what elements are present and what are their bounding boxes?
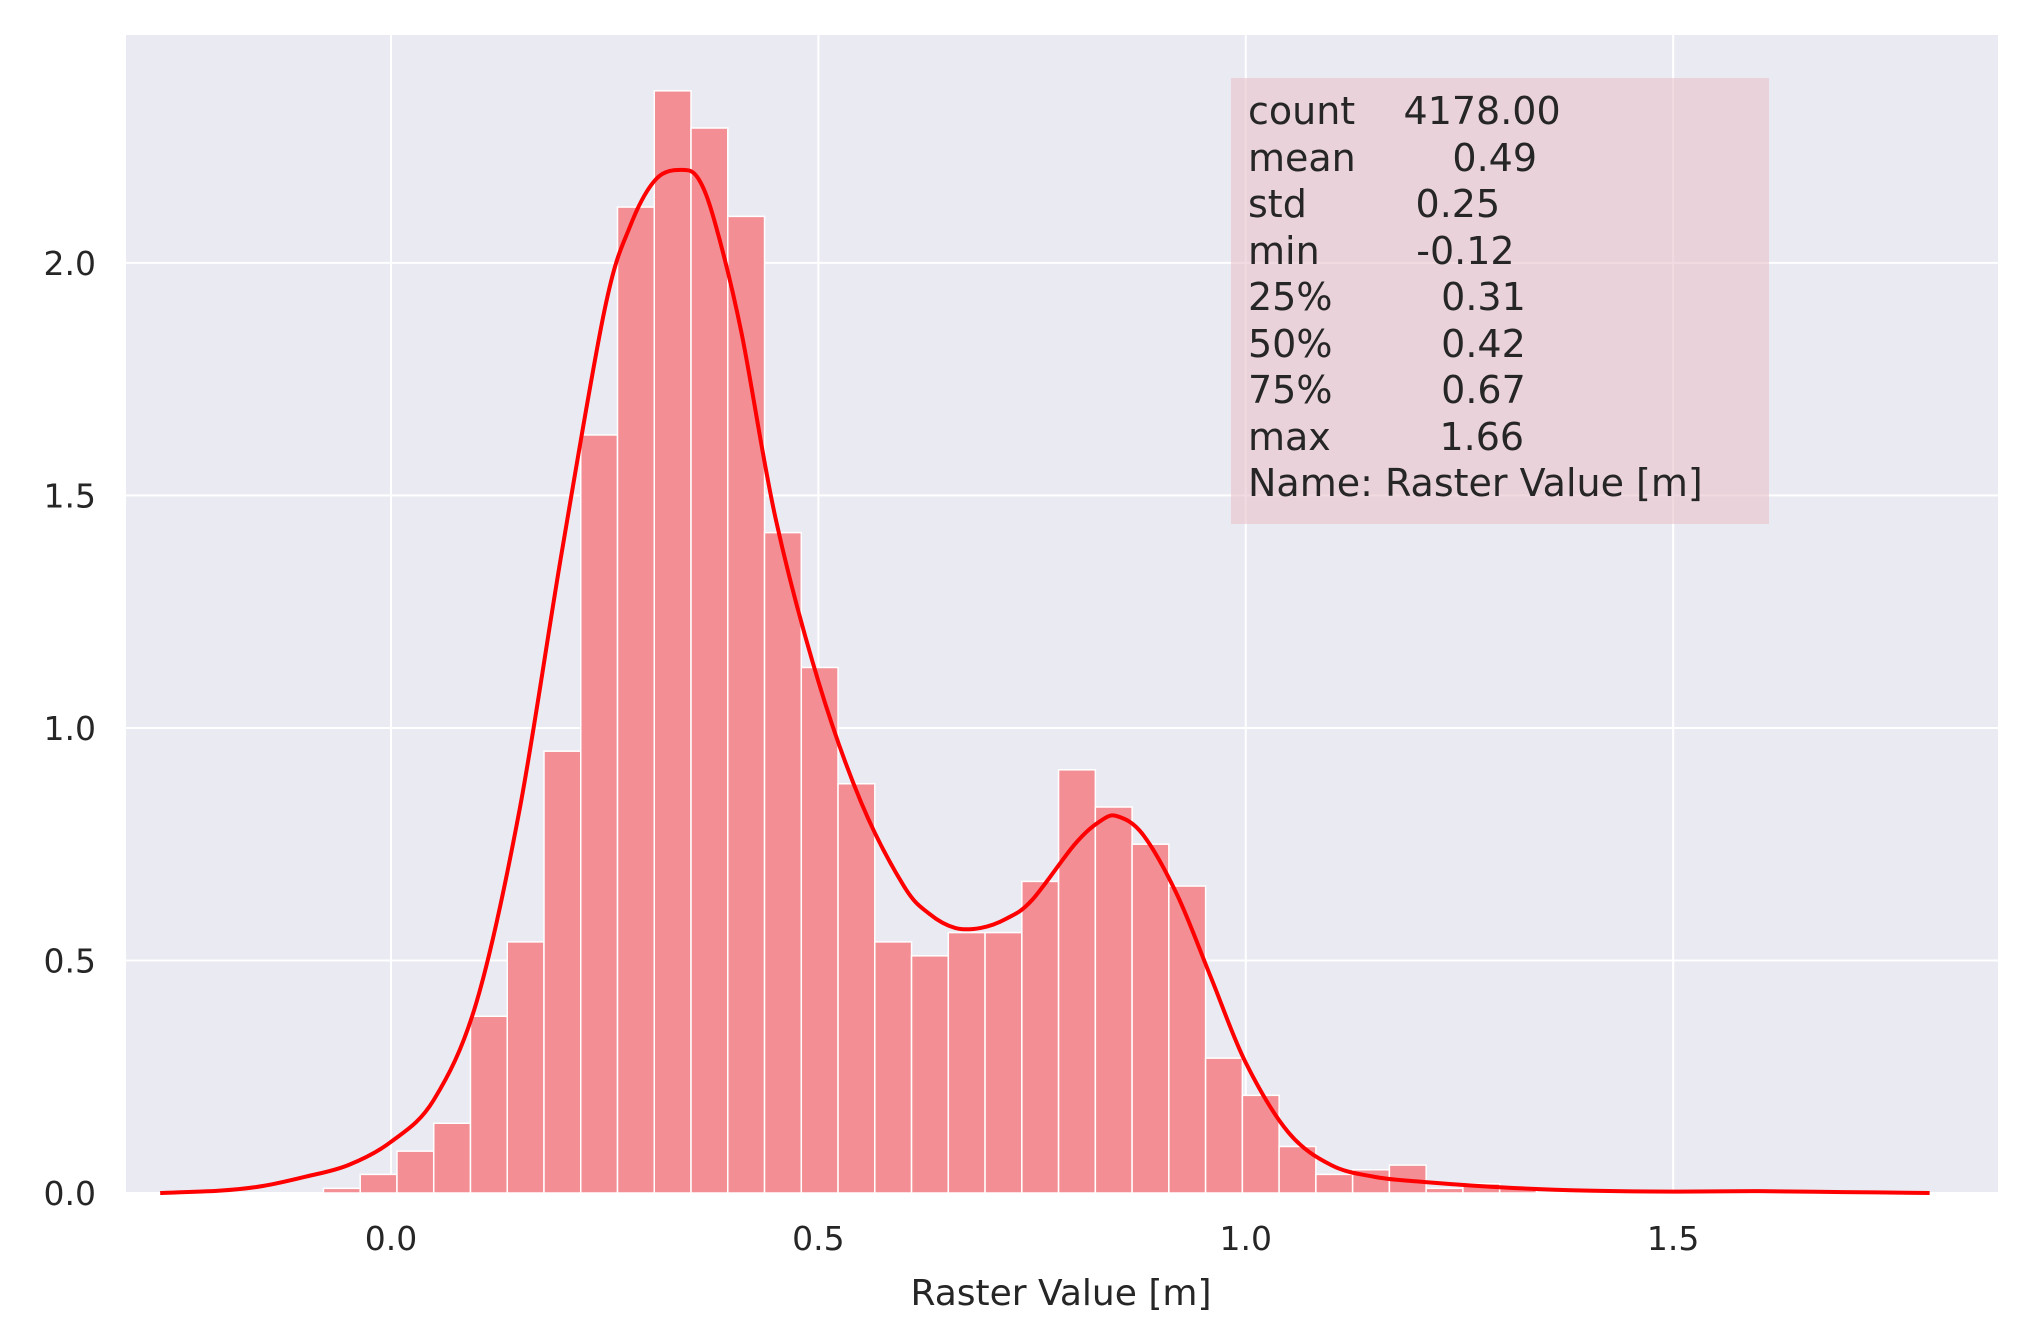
histogram-bar (580, 434, 619, 1194)
histogram-bar (432, 1122, 472, 1194)
histogram-bar (616, 206, 656, 1194)
histogram-bar (727, 215, 766, 1194)
histogram-bar (322, 1187, 361, 1194)
histogram-bar (543, 750, 582, 1194)
summary-stat-line: max 1.66 (1248, 414, 1525, 459)
histogram-bar (396, 1150, 435, 1194)
summary-stat-line: mean 0.49 (1248, 135, 1538, 180)
summary-stat-line: 50% 0.42 (1248, 321, 1526, 366)
histogram-bar (1168, 885, 1207, 1194)
y-tick-label: 1.5 (44, 476, 96, 515)
histogram-bar (1057, 769, 1097, 1194)
histogram-bar (1425, 1187, 1464, 1194)
y-tick-label: 2.0 (44, 244, 96, 283)
y-tick-label: 1.0 (44, 709, 96, 748)
histogram-bar (469, 1015, 508, 1194)
histogram-bar (359, 1173, 398, 1194)
histogram-bar (506, 941, 545, 1194)
x-tick-label: 1.5 (1647, 1219, 1699, 1258)
summary-stat-line: min -0.12 (1248, 228, 1515, 273)
histogram-bar (910, 955, 950, 1194)
summary-stat-line: std 0.25 (1248, 182, 1501, 226)
summary-stat-line: count 4178.00 (1248, 89, 1561, 133)
summary-stat-line: Name: Raster Value [m] (1248, 461, 1703, 505)
histogram-bar (984, 931, 1023, 1194)
y-tick-labels: 0.0 0.5 1.0 1.5 2.0 (44, 244, 96, 1213)
kde-curve (160, 167, 1930, 1195)
histogram-bar (837, 782, 876, 1194)
summary-statistics-box (1231, 78, 1769, 524)
histogram-bar (1021, 880, 1060, 1194)
x-axis-label: Raster Value [m] (910, 1273, 1211, 1314)
histogram-bar (1131, 843, 1170, 1194)
histogram-bar (690, 127, 729, 1194)
summary-stat-line: 25% 0.31 (1248, 275, 1526, 319)
x-tick-label: 0.0 (365, 1219, 417, 1258)
x-tick-labels: 0.0 0.5 1.0 1.5 (365, 1219, 1700, 1258)
y-tick-label: 0.5 (44, 941, 96, 980)
x-tick-label: 1.0 (1220, 1219, 1272, 1258)
histogram-bar (763, 531, 803, 1194)
histogram-bar (653, 90, 692, 1194)
summary-stat-line: 75% 0.67 (1248, 368, 1526, 412)
histogram-bar (800, 666, 839, 1194)
y-tick-label: 0.0 (44, 1174, 96, 1213)
histogram-bar (874, 941, 913, 1194)
histogram-bar (947, 931, 986, 1194)
x-tick-label: 0.5 (792, 1219, 844, 1258)
histogram-bar (1094, 806, 1133, 1194)
histogram-bar (1315, 1173, 1354, 1194)
histogram-bar (1204, 1057, 1244, 1194)
